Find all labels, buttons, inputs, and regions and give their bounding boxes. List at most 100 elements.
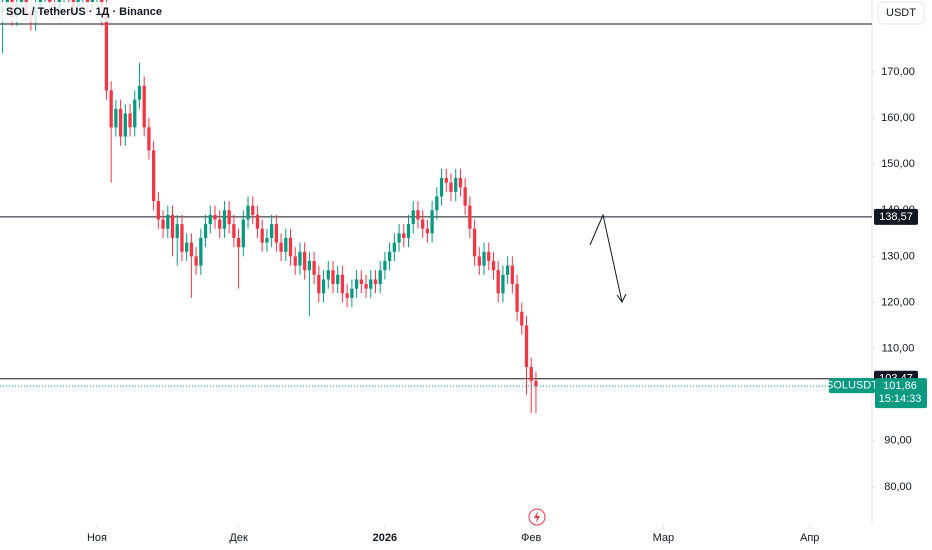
candle-body: [48, 0, 52, 3]
candle-body: [373, 279, 378, 285]
candle-body: [449, 182, 453, 192]
candle-body: [218, 219, 222, 229]
candle-body: [402, 233, 406, 238]
price-label-bg: [874, 208, 918, 225]
candle-body: [104, 7, 109, 91]
candle-body: [269, 224, 274, 238]
candle-body: [369, 279, 373, 289]
candle-body: [411, 210, 415, 225]
candle-body: [303, 251, 307, 271]
candle-body: [336, 274, 340, 285]
candle-body: [227, 210, 231, 225]
y-tick-label: 120,00: [881, 296, 915, 308]
countdown: 15:14:33: [879, 393, 922, 405]
candle-body: [524, 325, 529, 368]
candle-body: [378, 270, 382, 285]
candle-body: [288, 237, 293, 257]
y-tick-label: 110,00: [882, 343, 915, 355]
x-tick-label: Фев: [521, 532, 541, 544]
candle-body: [118, 108, 123, 137]
symbol-tag-bg: [829, 378, 875, 394]
candle-body: [435, 196, 439, 211]
candle-body: [439, 178, 444, 197]
candle-body: [425, 228, 430, 234]
candle-body: [312, 261, 316, 275]
candle-body: [463, 187, 467, 206]
drawing-arrow: [589, 213, 627, 303]
candle-body: [293, 256, 297, 266]
y-tick-label: 170,00: [881, 66, 915, 78]
y-tick-label: 160,00: [881, 112, 915, 124]
candle-body: [458, 178, 463, 188]
candle-body: [114, 108, 118, 128]
candle-body: [123, 113, 127, 137]
candle-body: [354, 279, 359, 289]
candle-body: [109, 90, 113, 128]
symbol-tag: SOLUSDT: [826, 380, 878, 392]
candle-body: [317, 274, 321, 294]
candle-body: [359, 279, 363, 285]
last-price-bg: [875, 378, 927, 409]
candle-body: [203, 224, 208, 238]
x-tick-label: Ноя: [87, 532, 107, 544]
candle-body: [534, 380, 538, 387]
candle-body: [175, 224, 179, 238]
candle-body: [392, 242, 396, 252]
candle-body: [137, 85, 142, 100]
candle-body: [246, 205, 250, 220]
y-tick-label: 150,00: [881, 158, 915, 170]
candle-body: [189, 242, 194, 257]
candle-body: [383, 261, 387, 271]
candle-body: [194, 256, 198, 266]
candle-body: [515, 284, 519, 312]
x-tick-label: Мар: [653, 532, 675, 544]
candle-body: [170, 214, 175, 238]
candle-body: [251, 205, 255, 215]
candle-body: [284, 237, 288, 252]
candle-body: [279, 242, 283, 252]
candle-body: [487, 251, 491, 262]
candle-body: [265, 237, 269, 243]
last-price-label: 101,86: [883, 380, 917, 392]
candle-body: [90, 0, 94, 3]
candle-body: [232, 224, 236, 238]
title-bg: [0, 2, 160, 22]
candle-body: [307, 261, 312, 271]
candle-body: [326, 270, 330, 280]
candle-body: [128, 113, 132, 128]
candle-body: [510, 265, 514, 285]
candle-body: [406, 224, 411, 238]
candle-body: [397, 233, 401, 243]
event-icon-bolt: [534, 511, 540, 523]
candle-body: [387, 251, 392, 262]
candle-body: [491, 261, 496, 271]
currency-button[interactable]: [877, 1, 925, 25]
candle-body: [298, 251, 302, 266]
x-tick-label: Дек: [229, 532, 248, 544]
candle-body: [185, 242, 189, 252]
candle-body: [199, 237, 203, 266]
candle-body: [421, 219, 425, 229]
candle-body: [19, 0, 24, 3]
candle-body: [236, 237, 241, 248]
candle-body: [321, 279, 326, 294]
candle-body: [156, 201, 161, 220]
currency[interactable]: USDT: [886, 7, 916, 19]
candle-body: [430, 210, 434, 234]
x-tick-label: Апр: [800, 532, 819, 544]
candle-body: [241, 219, 245, 248]
candle-body: [505, 265, 510, 275]
candle-body: [496, 270, 500, 294]
candle-body: [468, 205, 472, 229]
y-tick-label: 130,00: [881, 250, 915, 262]
candle-body: [501, 274, 505, 294]
candle-body: [85, 0, 90, 3]
candle-body: [345, 293, 349, 298]
candle-body: [260, 228, 264, 243]
candle-body: [142, 85, 146, 128]
candle-body: [151, 150, 156, 202]
candle-body: [340, 274, 345, 294]
